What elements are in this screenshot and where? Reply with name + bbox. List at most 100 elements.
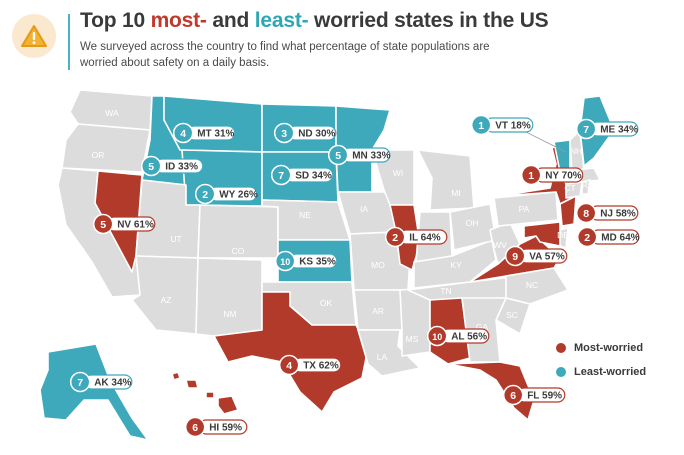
callout-tx: 4 TX 62% [278,354,342,376]
state-hi [171,371,239,415]
title-least: least- [254,9,309,32]
callout-rank-circle-il [384,226,406,248]
title-part-3: worried states in the US [308,9,549,32]
callout-rank-nj: 8 [583,208,589,220]
state-label-az: AZ [161,295,172,305]
state-label-sc: SC [506,310,518,320]
callout-rank-circle-sd [270,164,292,186]
callout-label-id: ID 33% [165,162,198,173]
callout-rank-il: 2 [392,232,398,244]
state-label-de: DE [557,230,569,240]
callout-il: 2 IL 64% [384,226,448,248]
legend-most-label: Most-worried [574,342,644,354]
legend: Most-worried Least-worried [556,336,646,384]
callout-va: 9 VA 57% [504,245,568,267]
callout-fl: 6 FL 59% [502,384,566,406]
callout-rank-circle-me [575,118,597,140]
callout-rank-circle-al [426,325,448,347]
state-mi [417,149,475,211]
callout-label-wy: WY 26% [219,190,258,201]
callout-rank-circle-nv [92,213,114,235]
warning-icon [21,25,47,47]
state-label-ia: IA [360,204,368,214]
page-title: Top 10 most- and least- worried states i… [80,9,549,33]
state-ak [39,343,149,441]
state-nm [195,257,263,337]
callout-label-hi: HI 59% [209,423,242,434]
callout-rank-circle-md [576,226,598,248]
callout-al: 10 AL 56% [426,325,490,347]
callout-label-ny: NY 70% [545,171,582,182]
callout-label-nv: NV 61% [117,220,154,231]
callout-label-nd: ND 30% [298,129,335,140]
state-fl [447,361,535,421]
state-tx [213,291,369,413]
state-label-la: LA [377,352,388,362]
callout-rank-tx: 4 [286,360,292,372]
state-label-ca: CA [74,246,86,256]
callout-rank-al: 10 [432,332,442,342]
callout-md: 2 MD 64% [576,226,640,248]
state-label-ne: NE [299,210,311,220]
callout-wy: 2 WY 26% [194,183,258,205]
callout-rank-md: 2 [584,232,590,244]
callout-rank-circle-va [504,245,526,267]
callout-rank-circle-tx [278,354,300,376]
callout-label-tx: TX 62% [303,361,339,372]
state-label-wv: WV [493,240,507,250]
state-label-wi: WI [393,168,403,178]
callout-rank-circle-ak [69,371,91,393]
callout-nj: 8 NJ 58% [575,202,639,224]
warning-badge [12,14,56,58]
state-label-mi: MI [451,188,460,198]
callout-label-md: MD 64% [601,233,639,244]
state-label-ut: UT [170,234,181,244]
callout-hi: 6 HI 59% [184,416,248,438]
callout-rank-ak: 7 [77,377,83,389]
state-label-wa: WA [105,108,119,118]
callout-rank-mn: 5 [335,150,341,162]
state-label-ri: RI [582,180,591,190]
callout-rank-circle-hi [184,416,206,438]
callout-nv: 5 NV 61% [92,213,156,235]
state-label-ar: AR [372,306,384,316]
state-label-co: CO [232,246,245,256]
callout-rank-circle-id [140,155,162,177]
callout-label-me: ME 34% [600,125,638,136]
legend-item-least: Least-worried [556,360,646,384]
title-most: most- [150,9,207,32]
state-label-ok: OK [320,298,333,308]
callout-rank-nd: 3 [281,128,287,140]
state-or [61,123,151,173]
state-label-nh: NH [570,146,582,156]
title-part-1: Top 10 [80,9,151,32]
callout-label-nj: NJ 58% [600,209,636,220]
state-label-ct: CT [564,183,575,193]
callout-label-mt: MT 31% [197,129,234,140]
legend-most-swatch [556,343,566,353]
callout-label-ks: KS 35% [299,257,336,268]
callout-rank-circle-mn [327,144,349,166]
state-label-tn: TN [440,286,451,296]
state-nj [559,195,577,227]
callout-rank-circle-ny [520,164,542,186]
callout-mn: 5 MN 33% [327,144,391,166]
callout-rank-ny: 1 [528,170,534,182]
callout-rank-me: 7 [583,124,589,136]
callout-label-fl: FL 59% [527,391,562,402]
callout-rank-fl: 6 [510,390,516,402]
callout-me: 7 ME 34% [575,118,639,140]
header-accent-bar [68,14,70,70]
legend-least-swatch [556,367,566,377]
state-ct [565,181,583,199]
callout-rank-circle-mt [172,122,194,144]
callout-rank-mt: 4 [180,128,186,140]
state-ky [413,239,497,289]
title-part-2: and [206,9,255,32]
callout-label-il: IL 64% [409,233,441,244]
callout-label-mn: MN 33% [352,151,390,162]
legend-least-label: Least-worried [574,366,647,378]
callout-rank-wy: 2 [202,189,208,201]
callout-rank-vt: 1 [478,120,484,132]
callout-rank-circle-nj [575,202,597,224]
